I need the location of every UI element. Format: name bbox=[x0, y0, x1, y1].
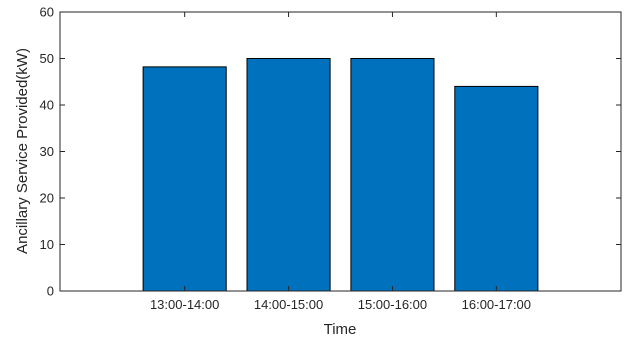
y-tick-label-6: 60 bbox=[40, 5, 54, 20]
y-tick-label-5: 50 bbox=[40, 51, 54, 66]
y-tick-label-0: 0 bbox=[47, 284, 54, 299]
bars-group bbox=[142, 58, 539, 292]
x-tick-label-3: 16:00-17:00 bbox=[462, 297, 531, 312]
x-axis-label: Time bbox=[324, 321, 357, 338]
x-tick-label-0: 13:00-14:00 bbox=[150, 297, 219, 312]
bar-3 bbox=[454, 85, 539, 292]
y-ticks-group: 0 10 20 30 40 50 60 bbox=[40, 5, 621, 299]
y-tick-label-2: 20 bbox=[40, 191, 54, 206]
y-tick-label-1: 10 bbox=[40, 237, 54, 252]
x-tick-label-1: 14:00-15:00 bbox=[254, 297, 323, 312]
y-tick-label-4: 40 bbox=[40, 98, 54, 113]
x-tick-label-2: 15:00-16:00 bbox=[358, 297, 427, 312]
bar-2 bbox=[350, 58, 435, 292]
bar-1 bbox=[246, 58, 331, 292]
x-ticks-group: 13:00-14:00 14:00-15:00 15:00-16:00 16:00-1… bbox=[150, 12, 531, 312]
y-tick-label-3: 30 bbox=[40, 144, 54, 159]
y-axis-label: Ancillary Service Provided(kW) bbox=[14, 48, 31, 254]
plot-frame bbox=[59, 11, 622, 292]
bar-0 bbox=[142, 66, 227, 292]
